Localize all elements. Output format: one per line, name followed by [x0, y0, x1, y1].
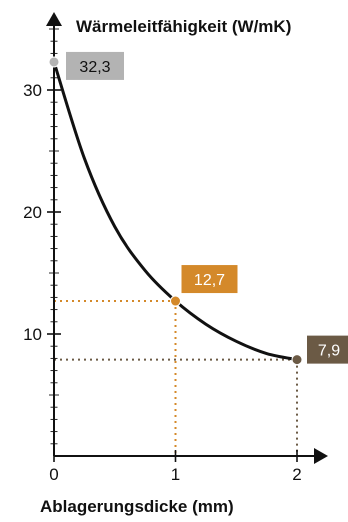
data-point-marker	[291, 354, 303, 366]
data-point-marker	[48, 56, 60, 68]
markers-layer	[48, 56, 303, 366]
data-label-box	[307, 335, 348, 364]
x-axis-title: Ablagerungsdicke (mm)	[40, 497, 234, 516]
x-axis-arrow	[314, 448, 328, 464]
y-axis-title: Wärmeleitfähigkeit (W/mK)	[76, 17, 291, 36]
data-label-box	[66, 51, 124, 80]
y-tick-label: 20	[23, 203, 42, 222]
data-label: 32,3	[79, 59, 110, 76]
x-tick-label: 0	[49, 465, 58, 484]
y-tick-label: 30	[23, 81, 42, 100]
axes-layer: 10 20 30 0 1 2	[23, 12, 328, 484]
data-label-box	[181, 265, 238, 294]
y-tick-label: 10	[23, 325, 42, 344]
guides-layer	[54, 300, 298, 456]
data-point-marker	[170, 295, 181, 307]
x-tick-label: 2	[292, 465, 301, 484]
data-label: 12,7	[194, 272, 225, 289]
data-label: 7,9	[318, 343, 340, 360]
labels-layer: 32,3 12,7 7,9	[66, 51, 348, 364]
y-axis-arrow	[46, 12, 62, 26]
x-tick-label: 1	[171, 465, 180, 484]
